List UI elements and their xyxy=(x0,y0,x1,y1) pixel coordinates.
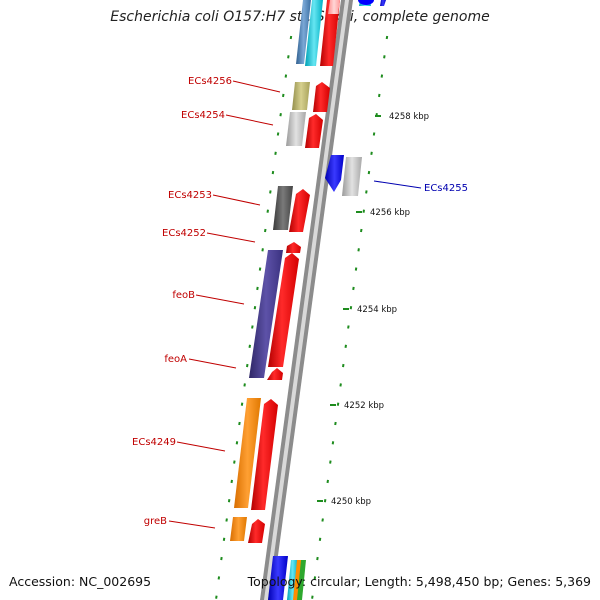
scale-tick-track xyxy=(215,35,389,599)
outer-tick xyxy=(357,248,360,252)
gene-label-ecs4253[interactable]: ECs4253 xyxy=(168,190,212,201)
outer-tick xyxy=(316,556,319,561)
scale-label-4258: 4258 kbp xyxy=(389,112,429,122)
outer-tick xyxy=(378,93,381,98)
outer-tick xyxy=(380,74,384,78)
outer-tick xyxy=(331,441,335,445)
inner-tick xyxy=(264,228,267,233)
accession-label: Accession: NC_002695 xyxy=(9,574,152,589)
inner-tick xyxy=(276,132,280,136)
gene-label-ecs4252[interactable]: ECs4252 xyxy=(162,228,206,239)
cds-ecs4254[interactable] xyxy=(286,112,323,148)
inner-tick xyxy=(258,267,262,271)
inner-tick xyxy=(217,576,221,580)
inner-tick xyxy=(215,595,218,599)
outer-tick xyxy=(329,460,332,464)
inner-tick xyxy=(238,421,241,426)
inner-tick xyxy=(246,363,249,368)
map-title: Escherichia coli O157:H7 str. Sakai, com… xyxy=(110,9,490,25)
inner-tick xyxy=(269,190,272,194)
scale-labels: 4250 kbp 4252 kbp 4254 kbp 4256 kbp 4258… xyxy=(317,112,429,507)
gene-label-ecs4254[interactable]: ECs4254 xyxy=(181,110,225,121)
cds-greb[interactable] xyxy=(230,517,265,543)
scale-label-4256: 4256 kbp xyxy=(370,208,410,218)
cds-ecs4253[interactable] xyxy=(273,186,310,232)
gene-labels: ECs4256 ECs4254 ECs4253 ECs4252 feoB feo… xyxy=(132,76,468,527)
outer-tick xyxy=(349,306,353,310)
outer-tick xyxy=(383,55,386,59)
cds-ecs4249[interactable] xyxy=(234,398,278,510)
outer-tick xyxy=(344,344,347,348)
outer-tick xyxy=(362,209,365,213)
inner-tick xyxy=(240,402,244,406)
inner-tick xyxy=(274,151,277,155)
outer-tick xyxy=(321,518,324,522)
inner-tick xyxy=(271,170,275,175)
inner-tick xyxy=(261,248,264,252)
inner-tick xyxy=(243,383,246,387)
inner-tick xyxy=(220,556,223,561)
inner-tick xyxy=(256,286,259,291)
outer-tick xyxy=(339,383,342,387)
outer-tick xyxy=(323,499,327,503)
cds-ecs4255[interactable] xyxy=(325,155,362,196)
outer-tick xyxy=(347,325,350,329)
outer-tick xyxy=(334,421,337,426)
inner-tick xyxy=(227,499,231,503)
inner-tick xyxy=(225,518,228,522)
inner-tick xyxy=(251,325,254,329)
scale-label-4252: 4252 kbp xyxy=(344,401,384,411)
outer-tick xyxy=(385,35,389,40)
outer-tick xyxy=(318,537,322,541)
cds-feob[interactable] xyxy=(249,250,299,378)
inner-tick xyxy=(233,460,236,464)
inner-tick xyxy=(222,537,226,541)
outer-tick xyxy=(354,267,358,271)
scale-label-4254: 4254 kbp xyxy=(357,305,397,315)
inner-tick xyxy=(253,306,257,310)
gene-label-greb[interactable]: greB xyxy=(144,516,167,527)
outer-tick xyxy=(336,402,340,406)
outer-tick xyxy=(311,595,314,599)
outer-tick xyxy=(370,151,373,155)
bottom-features xyxy=(268,556,306,600)
label-leaders xyxy=(168,80,422,529)
inner-tick xyxy=(266,209,269,213)
genome-summary: Topology: circular; Length: 5,498,450 bp… xyxy=(247,574,591,589)
outer-tick xyxy=(326,479,329,484)
outer-tick xyxy=(360,228,363,233)
outer-tick xyxy=(367,170,371,175)
inner-tick xyxy=(235,441,239,445)
outer-tick xyxy=(352,286,355,291)
outer-tick xyxy=(372,132,376,136)
genome-backbone xyxy=(260,0,353,600)
gene-label-ecs4249[interactable]: ECs4249 xyxy=(132,437,176,448)
inner-tick xyxy=(289,35,293,40)
outer-tick xyxy=(313,576,317,580)
gene-label-ecs4256[interactable]: ECs4256 xyxy=(188,76,232,87)
inner-tick xyxy=(230,479,233,484)
outer-tick xyxy=(365,190,368,194)
cds-ecs4256[interactable] xyxy=(292,82,330,112)
gene-label-feoa[interactable]: feoA xyxy=(164,354,187,365)
inner-tick xyxy=(284,74,288,78)
cds-feoa[interactable] xyxy=(267,368,283,380)
top-features xyxy=(296,0,386,66)
inner-tick xyxy=(279,113,282,117)
inner-tick xyxy=(287,55,290,59)
gene-label-ecs4255[interactable]: ECs4255 xyxy=(424,183,468,194)
scale-label-4250: 4250 kbp xyxy=(331,497,371,507)
inner-tick xyxy=(282,93,285,98)
gene-label-feob[interactable]: feoB xyxy=(172,290,195,301)
inner-tick xyxy=(248,344,251,348)
outer-tick xyxy=(342,363,345,368)
cds-ecs4252[interactable] xyxy=(286,242,301,253)
